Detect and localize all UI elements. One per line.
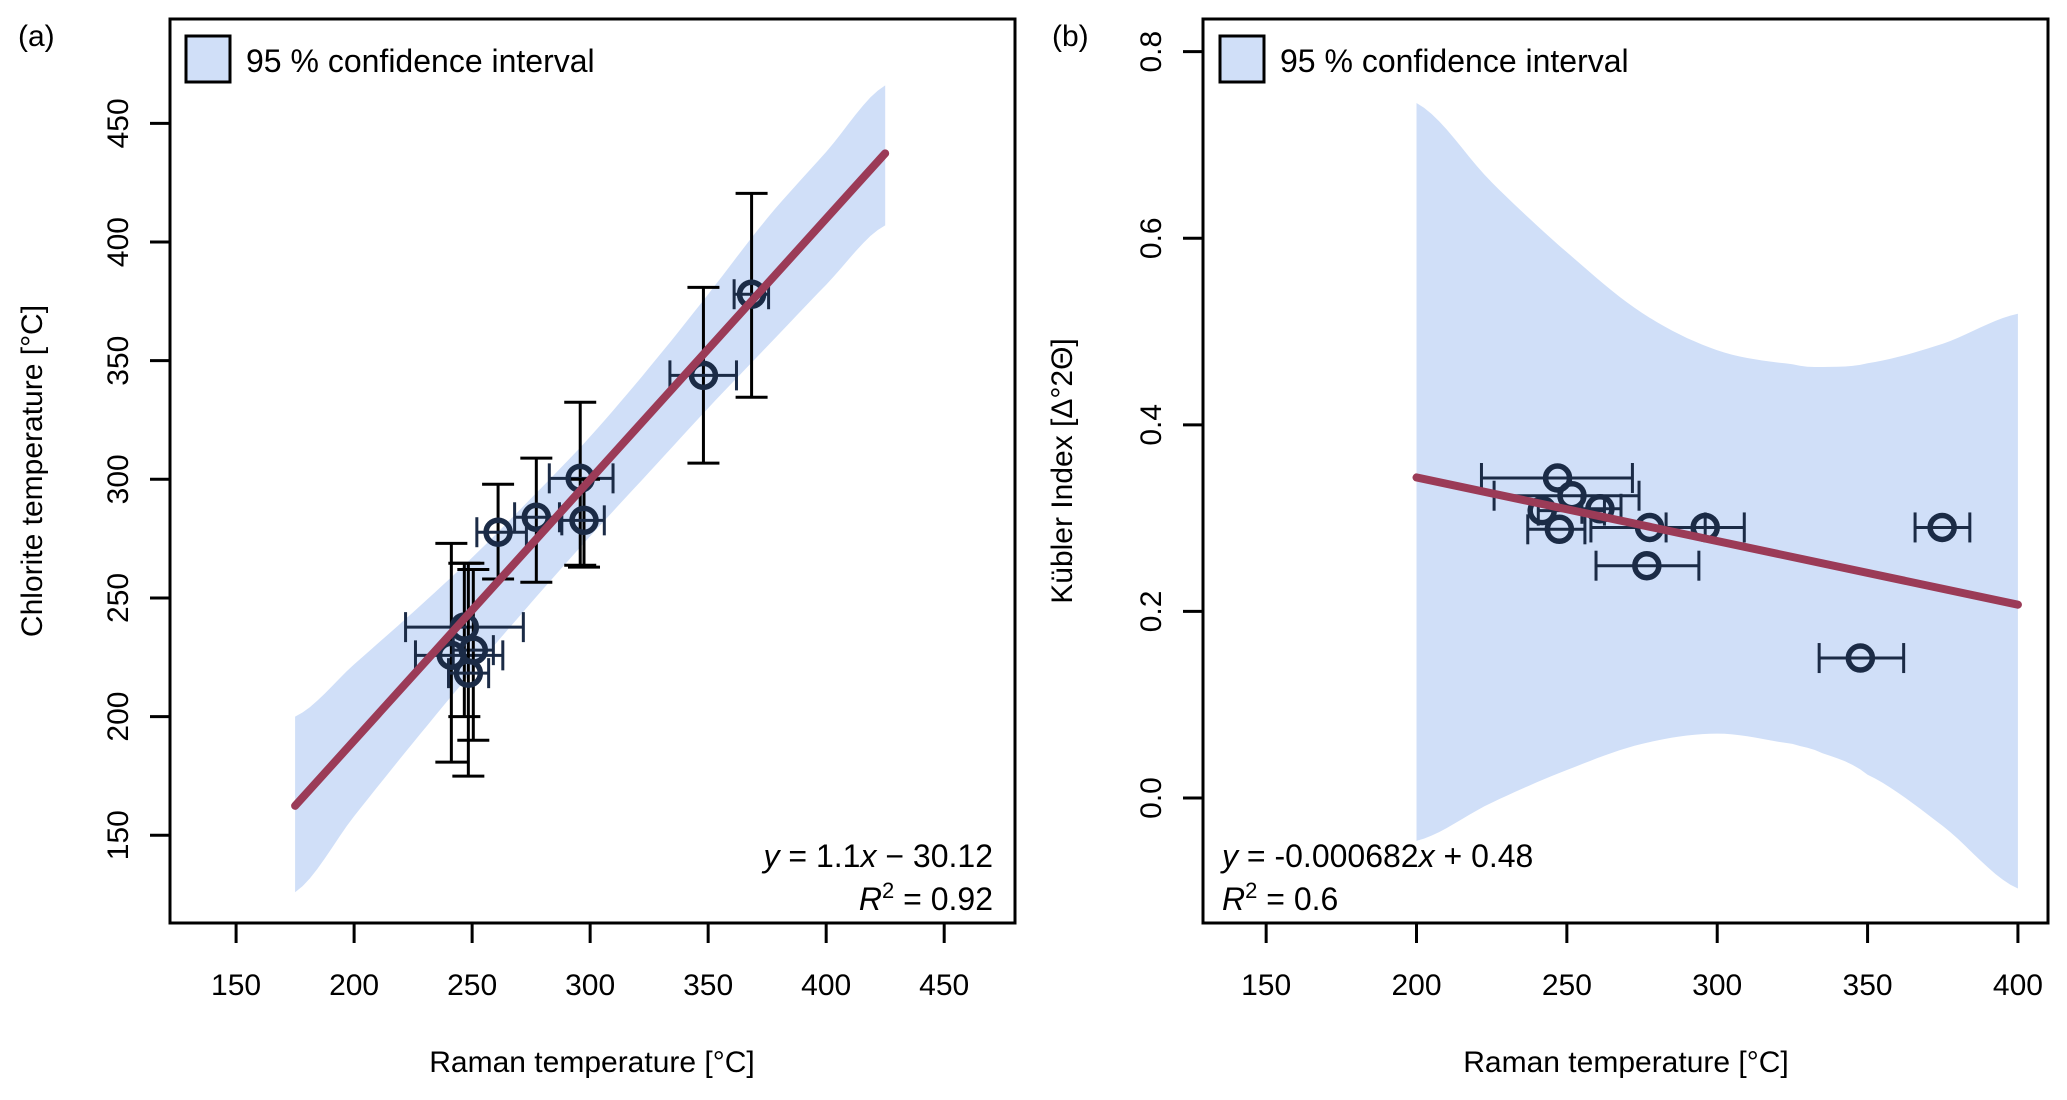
r2-a-sup: 2 xyxy=(882,878,894,903)
x-tick-label: 250 xyxy=(1542,969,1592,1002)
x-tick-label: 150 xyxy=(1241,969,1291,1002)
panel-b-y-ticks: 0.0 0.2 0.4 0.6 0.8 xyxy=(1135,31,1203,819)
r2-a-value: = 0.92 xyxy=(894,881,993,917)
r2-b-value: = 0.6 xyxy=(1257,881,1338,917)
x-tick-label: 200 xyxy=(329,969,379,1002)
panel-b-equation: y = -0.000682x + 0.48 xyxy=(1220,838,1533,874)
eq-a-var: x xyxy=(858,838,877,874)
data-point xyxy=(569,505,599,536)
eq-b-eq: = -0.000682 xyxy=(1238,838,1419,874)
y-tick-label: 0.6 xyxy=(1135,217,1168,259)
panel-a-y-axis-title: Chlorite temperature [°C] xyxy=(16,305,49,637)
y-tick-label: 150 xyxy=(102,810,135,860)
y-tick-label: 0.8 xyxy=(1135,31,1168,73)
panel-b-legend-label: 95 % confidence interval xyxy=(1280,43,1629,79)
r2-a-label: R xyxy=(859,881,882,917)
panel-b-error-bars xyxy=(1479,462,1972,674)
x-tick-label: 450 xyxy=(919,969,969,1002)
y-tick-label: 250 xyxy=(102,573,135,623)
data-point xyxy=(521,502,552,533)
panel-a-frame xyxy=(168,17,1017,925)
data-point xyxy=(1542,463,1573,493)
regression-line xyxy=(1412,473,2022,609)
x-tick-label: 350 xyxy=(1843,969,1893,1002)
panel-a-label: (a) xyxy=(18,20,55,53)
x-tick-label: 350 xyxy=(683,969,733,1002)
eq-b-lhs: y xyxy=(1220,838,1240,874)
panel-b-x-axis-title: Raman temperature [°C] xyxy=(1463,1046,1788,1079)
panel-b-confidence-band-group xyxy=(1416,103,2018,889)
eq-b-rest: + 0.48 xyxy=(1435,838,1534,874)
x-tick-label: 400 xyxy=(801,969,851,1002)
y-tick-label: 0.2 xyxy=(1135,591,1168,633)
panel-b-legend-swatch xyxy=(1218,34,1266,84)
panel-b-r2: R2 = 0.6 xyxy=(1222,878,1338,917)
confidence-band xyxy=(1416,103,2018,889)
data-point xyxy=(453,658,484,688)
y-tick-label: 200 xyxy=(102,692,135,742)
y-tick-label: 400 xyxy=(102,217,135,267)
eq-a-lhs: y xyxy=(762,838,782,874)
y-tick-label: 300 xyxy=(102,454,135,504)
y-tick-label: 0.4 xyxy=(1135,404,1168,446)
panel-a-fit-group xyxy=(291,149,890,810)
r2-b-sup: 2 xyxy=(1245,878,1257,903)
data-point xyxy=(1544,514,1575,545)
data-point xyxy=(1845,643,1876,673)
panel-b-x-ticks: 150 200 250 300 350 400 xyxy=(1241,923,2043,1002)
x-tick-label: 150 xyxy=(211,969,261,1002)
x-tick-label: 250 xyxy=(447,969,497,1002)
eq-a-eq: = 1.1 xyxy=(780,838,861,874)
panel-a-legend-swatch xyxy=(184,34,232,84)
data-point xyxy=(688,360,719,391)
panel-a-x-axis-title: Raman temperature [°C] xyxy=(429,1046,754,1079)
panel-a: (a) 150 200 250 300 350 400 450 150 200 250 300 35… xyxy=(16,17,1017,1079)
data-point xyxy=(1927,512,1957,543)
panel-b-fit-group xyxy=(1412,473,2022,609)
panel-a-x-ticks: 150 200 250 300 350 400 450 xyxy=(211,923,969,1002)
panel-a-r2: R2 = 0.92 xyxy=(859,878,993,917)
x-tick-label: 300 xyxy=(1692,969,1742,1002)
x-tick-label: 300 xyxy=(565,969,615,1002)
panel-b-y-axis-title: Kübler Index [Δ°2Θ] xyxy=(1046,338,1079,604)
regression-line xyxy=(291,149,890,810)
data-point xyxy=(1632,550,1662,581)
panel-a-legend-label: 95 % confidence interval xyxy=(246,43,595,79)
panel-a-y-ticks: 150 200 250 300 350 400 450 xyxy=(102,98,170,860)
panel-b-label: (b) xyxy=(1052,20,1089,53)
data-point xyxy=(1585,494,1615,524)
y-tick-label: 450 xyxy=(102,98,135,148)
x-tick-label: 200 xyxy=(1391,969,1441,1002)
y-tick-label: 0.0 xyxy=(1135,777,1168,819)
r2-b-label: R xyxy=(1222,881,1245,917)
x-tick-label: 400 xyxy=(1993,969,2043,1002)
data-point xyxy=(483,517,513,547)
panel-b-frame xyxy=(1201,17,2050,925)
eq-a-rest: − 30.12 xyxy=(876,838,993,874)
y-tick-label: 350 xyxy=(102,336,135,386)
panel-b: (b) 150 200 250 300 350 400 0.0 0.2 0.4 0.6 0.8 9… xyxy=(1046,17,2050,1079)
panel-a-equation: y = 1.1x − 30.12 xyxy=(762,838,994,874)
eq-b-var: x xyxy=(1417,838,1436,874)
